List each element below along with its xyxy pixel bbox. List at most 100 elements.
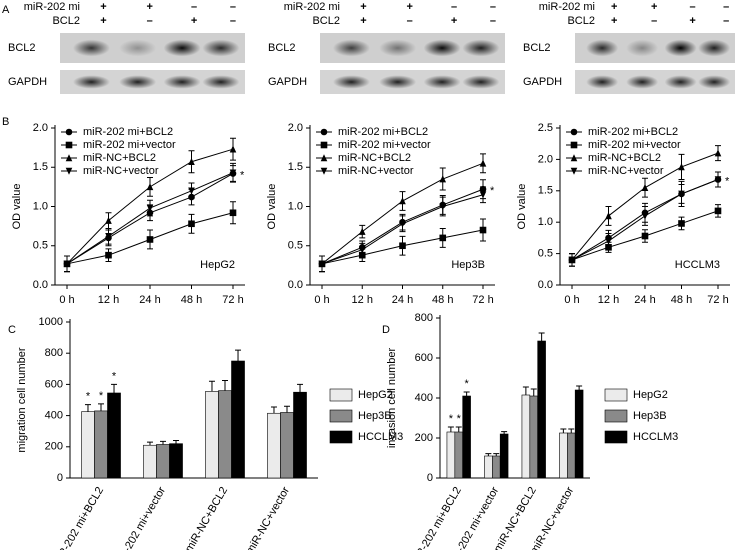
marker xyxy=(399,220,406,228)
blot-band xyxy=(379,75,417,89)
condition-sign: – xyxy=(723,15,729,27)
y-tick-label: 800 xyxy=(415,312,433,324)
error-bar xyxy=(576,385,583,390)
condition-sign: – xyxy=(230,1,236,13)
condition-sign: – xyxy=(723,1,729,13)
blot-band xyxy=(332,75,370,89)
marker xyxy=(605,212,612,220)
condition-label: BCL2 xyxy=(567,15,595,27)
significance: * xyxy=(112,370,117,382)
y-axis-label: invasion cell number xyxy=(386,348,398,449)
y-tick-label: 2.0 xyxy=(33,122,48,134)
marker xyxy=(678,190,685,198)
legend-swatch xyxy=(604,430,628,444)
y-tick-label: 1000 xyxy=(39,316,63,328)
legend-label: Hep3B xyxy=(358,410,392,422)
legend-label: miR-202 mi+BCL2 xyxy=(338,126,428,138)
condition-sign: – xyxy=(451,1,457,13)
significance: * xyxy=(86,391,91,403)
error-bar xyxy=(146,441,153,446)
bar xyxy=(537,340,546,479)
legend-swatch xyxy=(329,409,353,423)
marker xyxy=(641,232,649,240)
legend-label: miR-202 mi+vector xyxy=(338,139,431,151)
marker xyxy=(439,203,447,211)
bar xyxy=(156,444,170,479)
legend-label: miR-202 mi+vector xyxy=(588,139,681,151)
blot-band xyxy=(423,75,461,89)
blot-band xyxy=(163,39,201,57)
blot-band xyxy=(119,39,157,57)
condition-sign: + xyxy=(406,1,412,13)
condition-sign: – xyxy=(147,15,153,27)
marker xyxy=(65,154,73,162)
y-tick-label: 200 xyxy=(45,441,63,453)
legend-label: Hep3B xyxy=(633,410,667,422)
error-bar xyxy=(284,405,290,413)
bar xyxy=(81,411,95,479)
significance: * xyxy=(464,378,469,390)
x-tick-label: 0 h xyxy=(564,294,579,306)
bar xyxy=(231,360,245,479)
x-tick-label: 24 h xyxy=(139,294,160,306)
marker xyxy=(714,176,722,184)
bar xyxy=(205,391,219,479)
significance: * xyxy=(490,185,495,197)
significance: * xyxy=(725,175,730,187)
marker xyxy=(320,154,328,162)
marker xyxy=(358,227,366,235)
significance: * xyxy=(449,413,454,425)
y-tick-label: 1.0 xyxy=(33,200,48,212)
x-tick-label: 48 h xyxy=(181,294,202,306)
protein-label: BCL2 xyxy=(268,42,296,54)
bar xyxy=(567,432,576,479)
condition-label: BCL2 xyxy=(52,15,80,27)
error-bar xyxy=(208,380,215,392)
panel-label: D xyxy=(382,324,390,336)
condition-sign: + xyxy=(611,1,617,13)
x-tick-label: 24 h xyxy=(392,294,413,306)
blot-band xyxy=(72,39,110,57)
blot-band xyxy=(586,75,619,89)
y-tick-label: 0.5 xyxy=(288,240,303,252)
marker xyxy=(188,187,195,195)
marker xyxy=(641,183,649,191)
x-tick-label: 0 h xyxy=(314,294,329,306)
bar xyxy=(280,412,294,479)
bar xyxy=(484,455,493,479)
blot-band xyxy=(202,75,240,89)
x-tick-label: 48 h xyxy=(432,294,453,306)
y-tick-label: 1.5 xyxy=(33,161,48,173)
marker xyxy=(678,220,685,227)
bar xyxy=(499,433,509,479)
error-bar xyxy=(485,453,492,456)
y-tick-label: 1.0 xyxy=(288,200,303,212)
legend-label: miR-NC+vector xyxy=(83,165,159,177)
y-tick-label: 0 xyxy=(427,472,433,484)
marker xyxy=(714,149,722,157)
marker xyxy=(105,233,112,241)
legend-swatch xyxy=(604,388,628,402)
x-tick-label: miR-202 mi+BCL2 xyxy=(408,485,463,550)
x-tick-label: 72 h xyxy=(707,294,728,306)
blot-band xyxy=(626,75,659,89)
marker xyxy=(65,128,73,136)
protein-label: BCL2 xyxy=(523,42,551,54)
marker xyxy=(105,216,112,224)
bar xyxy=(574,389,584,479)
condition-sign: + xyxy=(611,15,617,27)
x-tick-label: 0 h xyxy=(59,294,74,306)
error-bar xyxy=(538,332,545,341)
marker xyxy=(320,167,328,175)
y-tick-label: 2.0 xyxy=(538,153,553,165)
protein-label: GAPDH xyxy=(523,76,562,88)
marker xyxy=(439,175,447,183)
condition-sign: – xyxy=(690,1,696,13)
error-bar xyxy=(111,383,118,393)
bar xyxy=(218,390,232,479)
marker xyxy=(641,212,649,220)
condition-sign: + xyxy=(360,1,366,13)
marker xyxy=(714,207,722,215)
condition-sign: – xyxy=(230,15,236,27)
